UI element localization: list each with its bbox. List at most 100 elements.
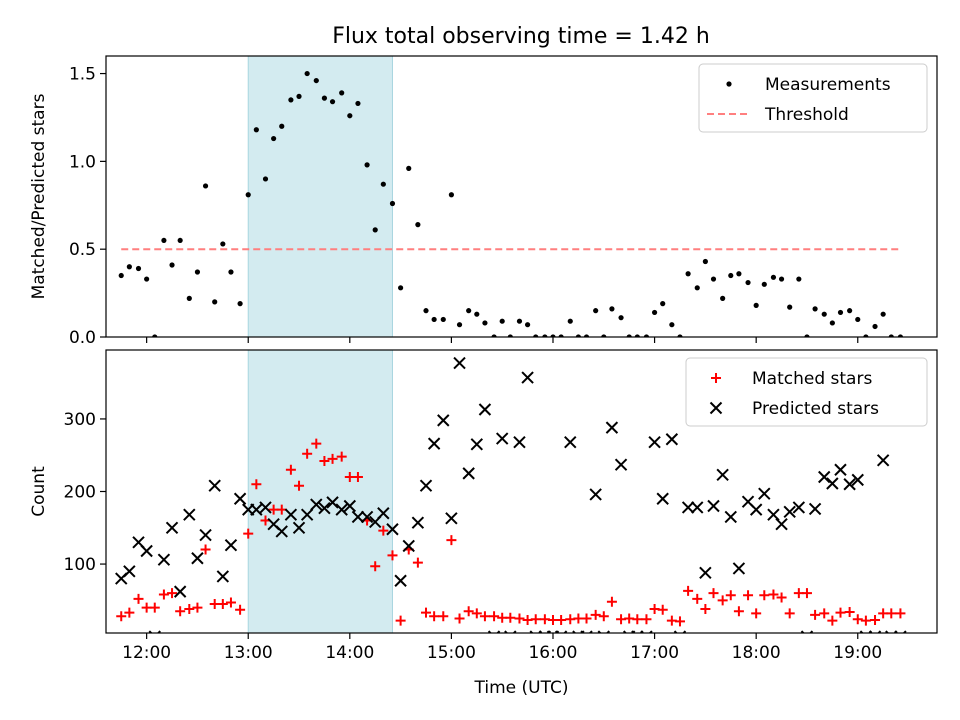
measurement-point [669,322,675,328]
predicted-star-point [656,492,669,505]
measurement-point [601,334,607,337]
measurement-point [533,334,539,337]
predicted-star-point [716,468,729,482]
plot-area [118,70,904,337]
measurement-point [558,334,564,337]
measurement-point [583,334,590,337]
measurement-point [897,334,904,337]
predicted-star-point [259,501,272,514]
matched-star-point [327,453,338,464]
matched-star-point [784,608,795,619]
measurement-point [524,322,531,328]
predicted-star-point [275,525,288,538]
measurement-point [720,295,726,301]
matched-star-point [370,561,381,572]
y-axis-label: Count [29,466,49,517]
measurement-point [321,95,328,101]
matched-star-point [835,607,846,618]
matched-star-point [692,593,703,604]
measurement-point [262,176,269,182]
y-tick-label: 1.0 [69,152,96,172]
legend-marker-measurements [726,81,732,87]
predicted-star-point [199,528,212,542]
y-tick-label: 1.5 [69,65,96,85]
predicted-star-point [513,435,526,449]
y-tick-label: 300 [64,410,96,430]
measurement-point [507,334,513,337]
matched-star-point [429,611,440,622]
matched-star-point [717,595,728,606]
matched-star-point [352,471,363,482]
matched-star-point [192,602,203,613]
measurement-point [466,308,472,314]
measurement-point [474,311,480,317]
predicted-star-point [462,467,475,480]
measurement-point [872,323,878,330]
measurement-point [499,318,505,324]
predicted-star-point [173,585,187,598]
predicted-star-point [453,356,466,370]
chart-title: Flux total observing time = 1.42 h [332,24,710,49]
legend-marker-predicted [709,401,723,415]
measurement-point [271,135,277,142]
matched-star-point [302,448,313,459]
matched-star-point [505,612,516,623]
predicted-star-point [749,503,763,516]
measurement-point [144,276,150,282]
measurement-point [288,97,294,103]
measurement-point [787,304,793,310]
measurement-point [651,309,658,316]
legend-box [698,63,928,133]
measurement-point [194,269,201,275]
measurement-point [609,306,615,312]
y-tick-label: 0.5 [69,240,96,260]
measurement-point [118,272,124,279]
predicted-star-point [699,566,712,579]
x-tick-label: 12:00 [122,643,171,663]
matched-star-point [632,614,643,625]
predicted-star-point [437,414,450,427]
predicted-star-point [183,508,196,521]
measurement-point [152,334,158,337]
predicted-star-point [724,510,737,524]
predicted-star-point [165,521,179,534]
matched-star-point [759,590,770,601]
measurement-point [423,308,429,314]
measurement-point [593,308,599,314]
measurement-point [736,271,742,277]
matched-star-point [852,614,863,625]
matched-star-point [133,593,144,604]
y-tick-label: 0.0 [69,328,96,348]
predicted-star-point [681,501,695,514]
predicted-star-point [318,501,331,515]
matched-star-point [530,614,541,625]
matched-star-point [175,606,186,617]
measurement-point [847,308,853,314]
matched-star-point [319,456,330,467]
predicted-star-point [470,438,484,451]
measurement-point [448,192,455,198]
matched-star-point [708,588,719,599]
measurement-point [237,301,243,307]
measurement-point [202,183,209,189]
predicted-star-point [191,552,204,565]
predicted-star-point [851,473,864,487]
measurement-point [355,100,361,107]
measurement-point [710,276,717,282]
predicted-star-point [691,501,704,514]
measurement-point [660,301,666,307]
x-tick-label: 19:00 [833,643,882,663]
matched-star-point [471,608,482,619]
matched-star-point [167,588,178,599]
predicted-star-point [123,565,136,578]
measurement-point [364,162,370,168]
matched-star-point [149,602,160,613]
panel-bottom: 100 200 300 12:00 13:00 14:00 15:00 16:00 17:00 1… [29,349,938,698]
measurement-point [685,271,691,277]
measurement-point [796,276,802,282]
predicted-star-point [808,502,822,516]
measurement-point [313,77,319,84]
x-tick-label: 17:00 [630,643,679,663]
measurement-point [770,274,777,280]
measurement-point [888,334,894,337]
